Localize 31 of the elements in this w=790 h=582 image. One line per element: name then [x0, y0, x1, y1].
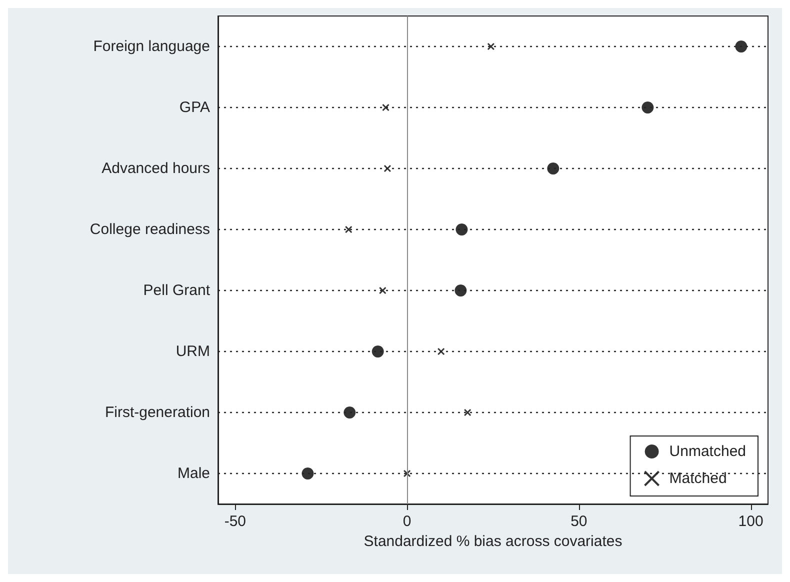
x-axis-title: Standardized % bias across covariates: [364, 533, 622, 550]
point: [735, 40, 748, 52]
point: [547, 162, 560, 174]
point: [456, 224, 468, 236]
y-tick-label: First-generation: [104, 404, 210, 421]
x-tick-label: 50: [570, 513, 588, 530]
point: [384, 164, 392, 172]
y-tick-label: Advanced hours: [102, 160, 210, 177]
x-tick-label: 0: [402, 513, 412, 530]
legend-label: Matched: [669, 470, 727, 487]
y-tick-label: GPA: [179, 99, 210, 116]
point: [403, 470, 411, 478]
point: [464, 408, 472, 416]
y-tick-label: Pell Grant: [143, 282, 211, 299]
point: [454, 284, 467, 296]
point: [382, 104, 390, 112]
y-tick-label: URM: [176, 343, 210, 360]
y-tick-label: College readiness: [90, 221, 210, 238]
x-tick-label: 100: [738, 513, 764, 530]
point: [487, 42, 495, 50]
legend-label: Unmatched: [669, 443, 746, 460]
point: [378, 286, 386, 294]
point: [642, 102, 654, 114]
point: [344, 226, 352, 234]
y-tick-label: Male: [177, 465, 210, 482]
x-tick-label: -50: [224, 513, 246, 530]
y-tick-label: Foreign language: [93, 38, 210, 55]
point: [302, 468, 314, 480]
point: [437, 348, 445, 356]
point: [372, 346, 384, 358]
point: [344, 406, 356, 418]
